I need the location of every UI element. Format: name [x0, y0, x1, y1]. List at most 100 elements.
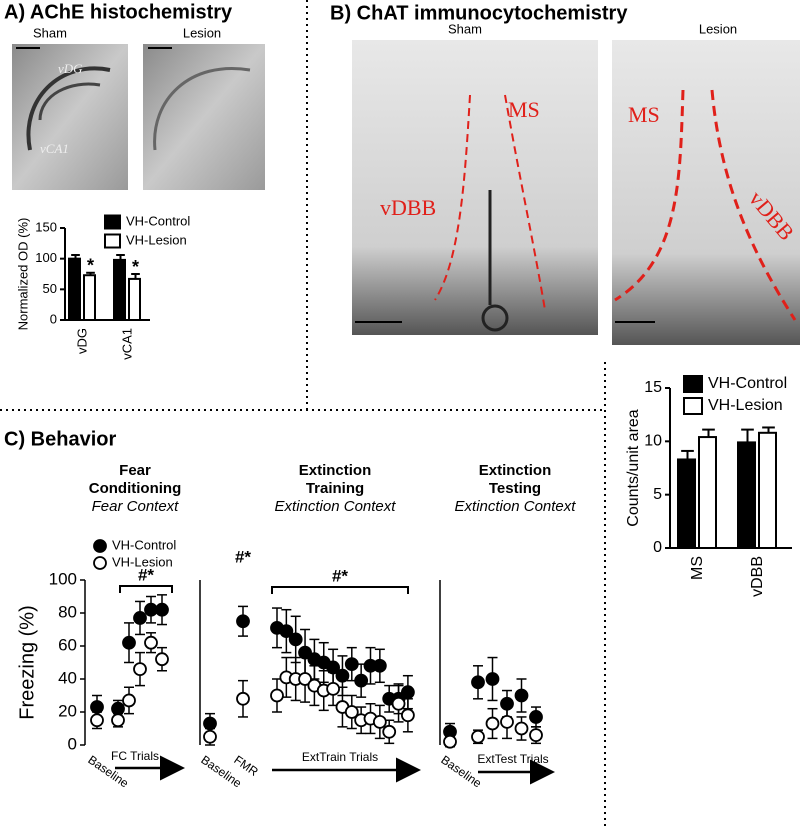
data-point [203, 729, 217, 744]
tissue [481, 304, 509, 332]
data-point [514, 721, 529, 736]
x-tick-label: vDBB [749, 556, 766, 597]
data-point [344, 657, 359, 672]
data-point [372, 658, 387, 673]
data-point [400, 708, 415, 723]
data-point [122, 635, 136, 650]
bar [113, 258, 126, 322]
significance-marker: #* [138, 565, 154, 584]
data-point [155, 652, 169, 667]
data-point [400, 685, 415, 700]
data-point [133, 662, 147, 676]
image-label: Sham [33, 25, 67, 40]
bar [83, 274, 96, 321]
y-tick-label: 10 [644, 433, 662, 450]
data-point [485, 716, 500, 731]
data-point [298, 645, 312, 660]
y-tick-label: 60 [58, 635, 77, 654]
image-label: Sham [448, 21, 482, 36]
subpanel-heading: Extinction Training Extinction Context [275, 462, 396, 516]
data-point [90, 713, 104, 728]
x-axis-label: FC Trials [111, 749, 159, 763]
data-point [122, 693, 136, 708]
y-tick-label: 150 [35, 219, 57, 234]
y-tick-label: 50 [43, 281, 57, 296]
legend-label: VH-Control [708, 375, 787, 392]
data-point [529, 710, 543, 724]
significance-bracket [119, 585, 173, 593]
x-axis-label: ExtTest Trials [477, 752, 548, 766]
micrograph [352, 40, 598, 335]
data-point [270, 688, 284, 703]
data-point [471, 729, 485, 744]
x-tick-label: vCA1 [119, 328, 134, 360]
image-label: Lesion [183, 25, 221, 40]
data-point [203, 716, 217, 731]
bar [128, 277, 141, 322]
data-point [471, 675, 485, 690]
image-annotation: vDBB [380, 195, 436, 220]
y-tick-label: 20 [58, 701, 77, 720]
subpanel-subtitle: Extinction Context [454, 498, 576, 515]
data-point [236, 691, 250, 706]
y-axis-label: Freezing (%) [16, 605, 38, 719]
data-point [485, 672, 500, 686]
y-tick-label: 80 [58, 602, 77, 621]
panel-title: C) Behavior [4, 428, 116, 450]
legend-swatch [104, 214, 121, 230]
x-tick-label: MS [689, 556, 706, 580]
micrograph [612, 40, 800, 345]
region-outline [504, 94, 546, 311]
image-label: Lesion [699, 21, 737, 36]
data-point [326, 682, 341, 696]
tissue [153, 67, 251, 151]
subpanel-heading: Extinction Testing Extinction Context [455, 462, 576, 516]
tissue [26, 66, 111, 151]
significance-marker: * [87, 256, 94, 276]
y-tick-label: 0 [50, 311, 57, 326]
region-outline [434, 94, 471, 301]
legend-marker [93, 556, 107, 570]
y-tick-label: 0 [653, 539, 662, 556]
subpanel-heading: Fear Conditioning Fear Context [75, 462, 195, 516]
data-point [236, 614, 250, 629]
image-annotation: vDG [58, 61, 83, 76]
data-point [529, 728, 543, 742]
y-axis-label: Normalized OD (%) [15, 218, 30, 331]
panel-title: A) AChE histochemistry [4, 1, 233, 23]
data-point [298, 672, 312, 686]
legend-label: VH-Lesion [708, 397, 783, 414]
y-tick-label: 100 [35, 250, 57, 265]
data-point [382, 724, 397, 739]
data-point [344, 705, 359, 719]
data-point [335, 668, 350, 683]
y-tick-label: 5 [653, 486, 662, 503]
legend-swatch [104, 233, 121, 249]
legend-marker [93, 539, 107, 553]
tissue [38, 82, 101, 121]
y-tick-label: 0 [68, 734, 77, 753]
bar [698, 436, 717, 550]
data-point [288, 632, 303, 647]
data-point [391, 696, 406, 711]
y-tick-label: 100 [49, 569, 77, 588]
y-tick-label: 40 [58, 668, 77, 687]
legend-label: VH-Lesion [126, 232, 187, 247]
image-annotation: MS [508, 97, 540, 122]
data-point [90, 700, 104, 714]
data-point [133, 611, 147, 625]
data-point [326, 660, 341, 675]
bar [737, 441, 756, 549]
y-tick-label: 15 [644, 379, 662, 396]
data-point [111, 701, 125, 716]
data-point [144, 635, 158, 650]
significance-marker: #* [235, 547, 251, 566]
legend-label: VH-Control [112, 537, 176, 552]
region-outline [614, 89, 685, 302]
y-axis-label: Counts/unit area [625, 409, 642, 527]
image-annotation: MS [628, 102, 660, 127]
data-point [111, 713, 125, 728]
micrograph [143, 44, 265, 190]
